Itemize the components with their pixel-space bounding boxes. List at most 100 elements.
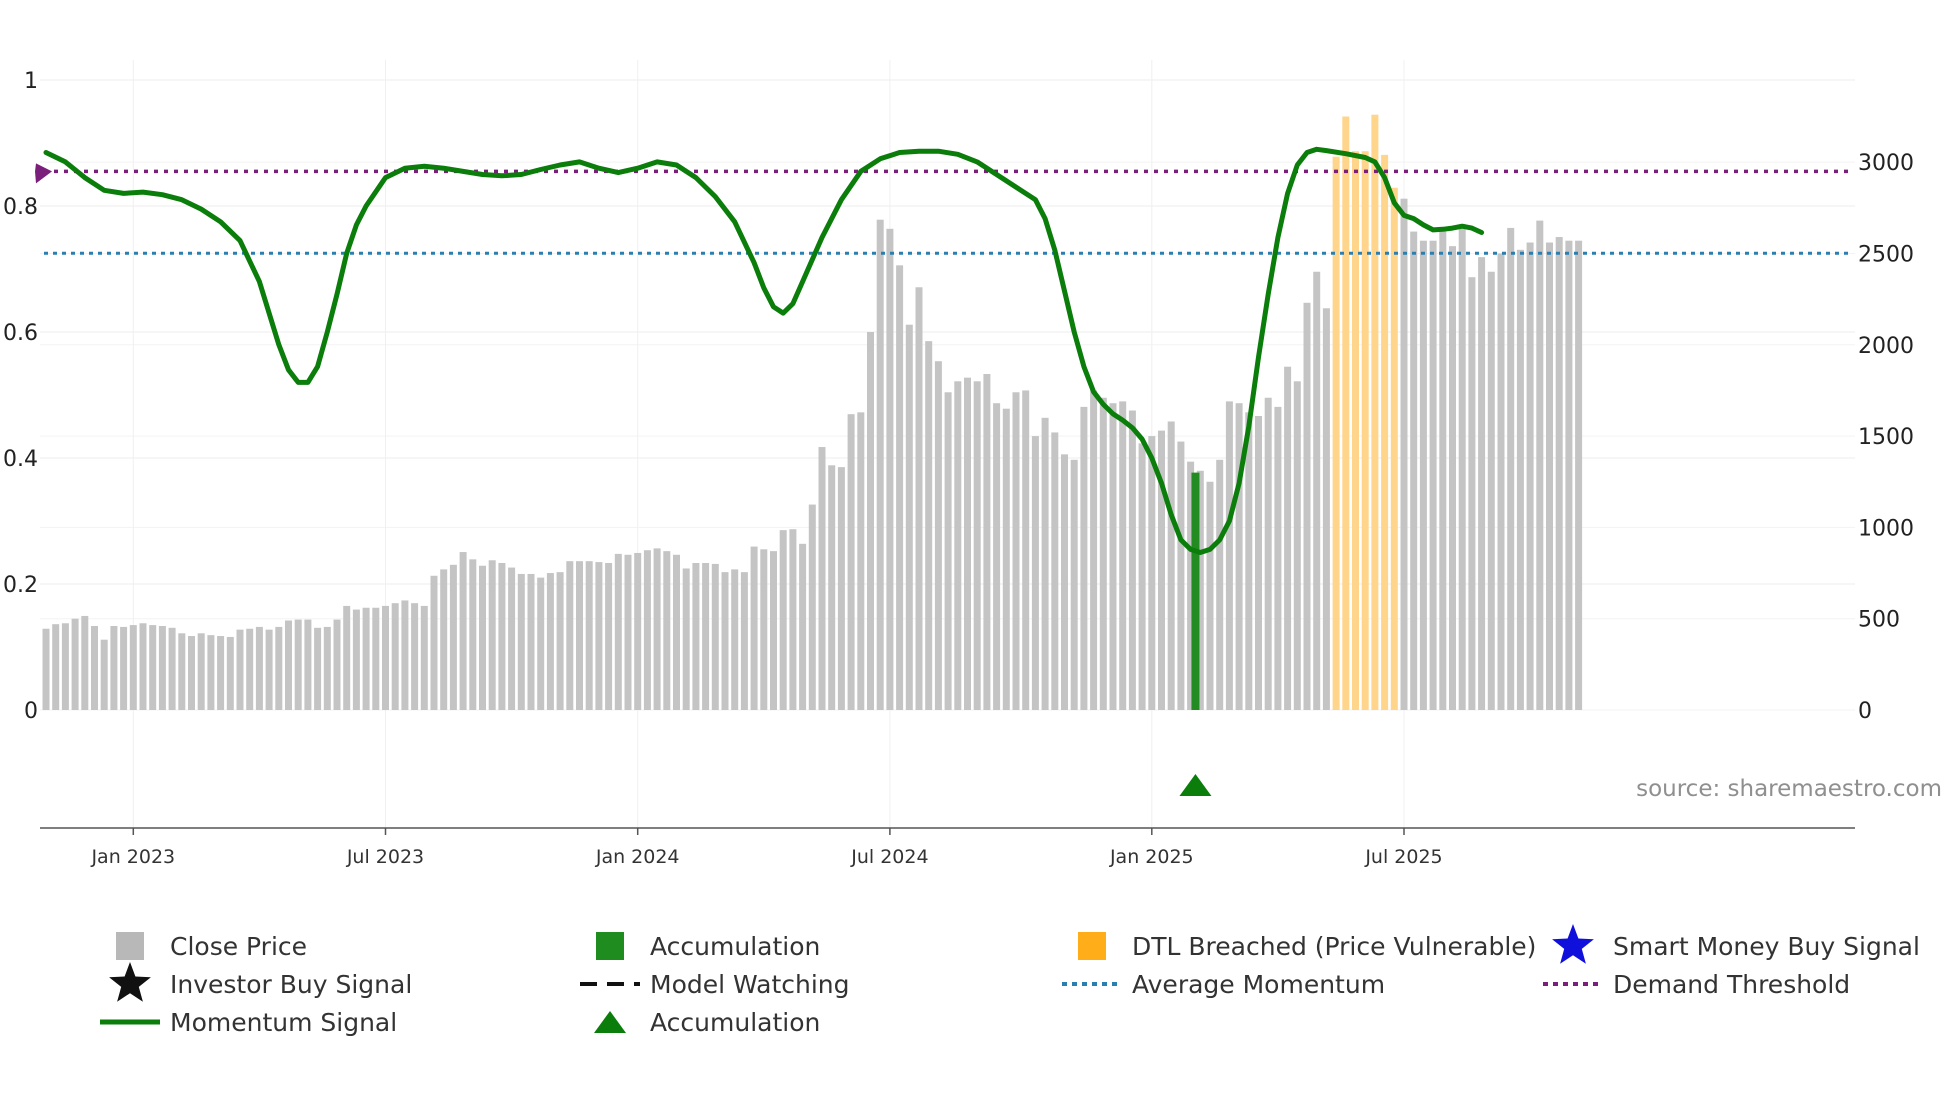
axes: Jan 2023 Jul 2023 Jan 2024 Jul 2024 Jan 2025… — [3, 69, 1914, 868]
close-price-bar — [702, 563, 710, 710]
accumulation-bar — [1191, 472, 1200, 710]
accumulation-triangle-marker — [1179, 774, 1212, 796]
dtl-breached-bar — [1390, 187, 1398, 710]
right-tick-label: 2500 — [1858, 242, 1914, 267]
legend-swatch — [1078, 932, 1106, 960]
close-price-bar — [255, 626, 263, 710]
close-price-bar — [1255, 416, 1262, 710]
close-price-bar — [682, 568, 690, 710]
close-price-bar — [1177, 441, 1185, 710]
close-price-bar — [343, 605, 351, 710]
close-price-bar — [1303, 302, 1311, 710]
close-price-bar — [1002, 408, 1010, 710]
close-price-bar — [1187, 461, 1195, 710]
close-price-bar — [129, 625, 137, 710]
close-price-bar — [1012, 392, 1020, 710]
close-price-bar — [750, 546, 758, 710]
close-price-bar — [566, 561, 574, 710]
close-price-bar — [673, 554, 680, 710]
close-price-bar — [197, 633, 205, 710]
close-price-bar — [847, 414, 855, 710]
right-tick-label: 0 — [1858, 699, 1872, 724]
close-price-bar — [469, 559, 477, 710]
left-tick-label: 0.2 — [3, 573, 38, 598]
close-price-bar — [1478, 257, 1486, 710]
close-price-bar — [91, 626, 98, 710]
close-price-bar — [585, 561, 593, 710]
close-price-bar — [401, 600, 409, 710]
close-price-bar — [411, 603, 419, 710]
legend-swatch — [116, 932, 144, 960]
close-price-bar — [1565, 240, 1573, 710]
close-price-bar — [430, 575, 438, 710]
close-price-bar — [527, 573, 535, 710]
left-tick-label: 0.4 — [3, 447, 38, 472]
close-price-bar — [1410, 231, 1418, 710]
close-price-bar — [168, 627, 176, 710]
close-price-bar — [1555, 237, 1563, 711]
close-price-bar — [42, 628, 50, 710]
close-price-bar — [1138, 443, 1146, 710]
close-price-bar — [537, 577, 545, 710]
close-price-bar — [1119, 401, 1127, 710]
close-price-bar — [71, 618, 79, 710]
close-price-bar — [1429, 240, 1437, 710]
close-price-bar — [110, 626, 118, 710]
close-price-bar — [139, 623, 147, 710]
close-price-bar — [779, 530, 787, 710]
momentum-signal-line — [43, 146, 1485, 555]
close-price-bar — [789, 529, 797, 710]
close-price-bar — [479, 565, 486, 710]
left-tick-label: 1 — [24, 69, 38, 94]
close-price-bar — [158, 626, 166, 710]
close-price-bar — [1128, 410, 1136, 710]
close-price-bar — [352, 609, 360, 710]
close-price-bar — [1167, 421, 1175, 710]
close-price-bar — [818, 447, 826, 710]
close-price-bar — [120, 626, 128, 710]
legend-triangle-icon — [594, 1011, 626, 1033]
close-price-bar — [595, 562, 603, 710]
close-price-bar — [663, 551, 671, 710]
close-price-bar — [711, 563, 719, 710]
close-price-bar — [1546, 242, 1553, 711]
x-tick-label: Jan 2024 — [595, 846, 680, 868]
close-price-bar — [643, 550, 651, 710]
close-price-bar — [973, 381, 981, 710]
close-price-bar — [915, 287, 923, 710]
close-price-bar — [1109, 403, 1117, 710]
legend-label: Model Watching — [650, 970, 850, 999]
close-price-bar — [964, 377, 971, 710]
left-tick-label: 0.8 — [3, 195, 38, 220]
close-price-bar — [1507, 227, 1515, 711]
right-tick-label: 2000 — [1858, 334, 1914, 359]
close-price-bar — [546, 573, 554, 710]
close-price-bar — [498, 563, 506, 710]
close-price-bar — [1245, 412, 1253, 710]
close-price-bar — [1322, 308, 1330, 710]
close-price-bar — [1487, 271, 1495, 710]
close-price-bar — [52, 624, 60, 710]
legend-label: Average Momentum — [1132, 970, 1385, 999]
close-price-bar — [1439, 229, 1447, 710]
close-price-bar — [905, 324, 913, 710]
close-price-bar — [178, 633, 186, 710]
legend-label: Accumulation — [650, 932, 820, 961]
close-price-bar — [1061, 454, 1068, 710]
close-price-bar — [81, 615, 89, 710]
close-price-bar — [61, 623, 69, 710]
close-price-bar — [488, 560, 496, 710]
close-price-bar — [382, 605, 389, 710]
close-price-bar — [896, 265, 904, 710]
close-price-bar — [721, 572, 729, 710]
legend-star-icon — [109, 962, 151, 1002]
watermark-text: source: sharemaestro.com — [1636, 776, 1942, 802]
close-price-bar — [265, 629, 273, 710]
close-price-bar — [1516, 249, 1524, 710]
close-price-bar — [1051, 432, 1059, 710]
signal-markers — [35, 163, 1212, 796]
close-price-bar — [731, 569, 739, 710]
close-price-bar — [246, 628, 254, 710]
close-price-bar — [294, 619, 302, 710]
